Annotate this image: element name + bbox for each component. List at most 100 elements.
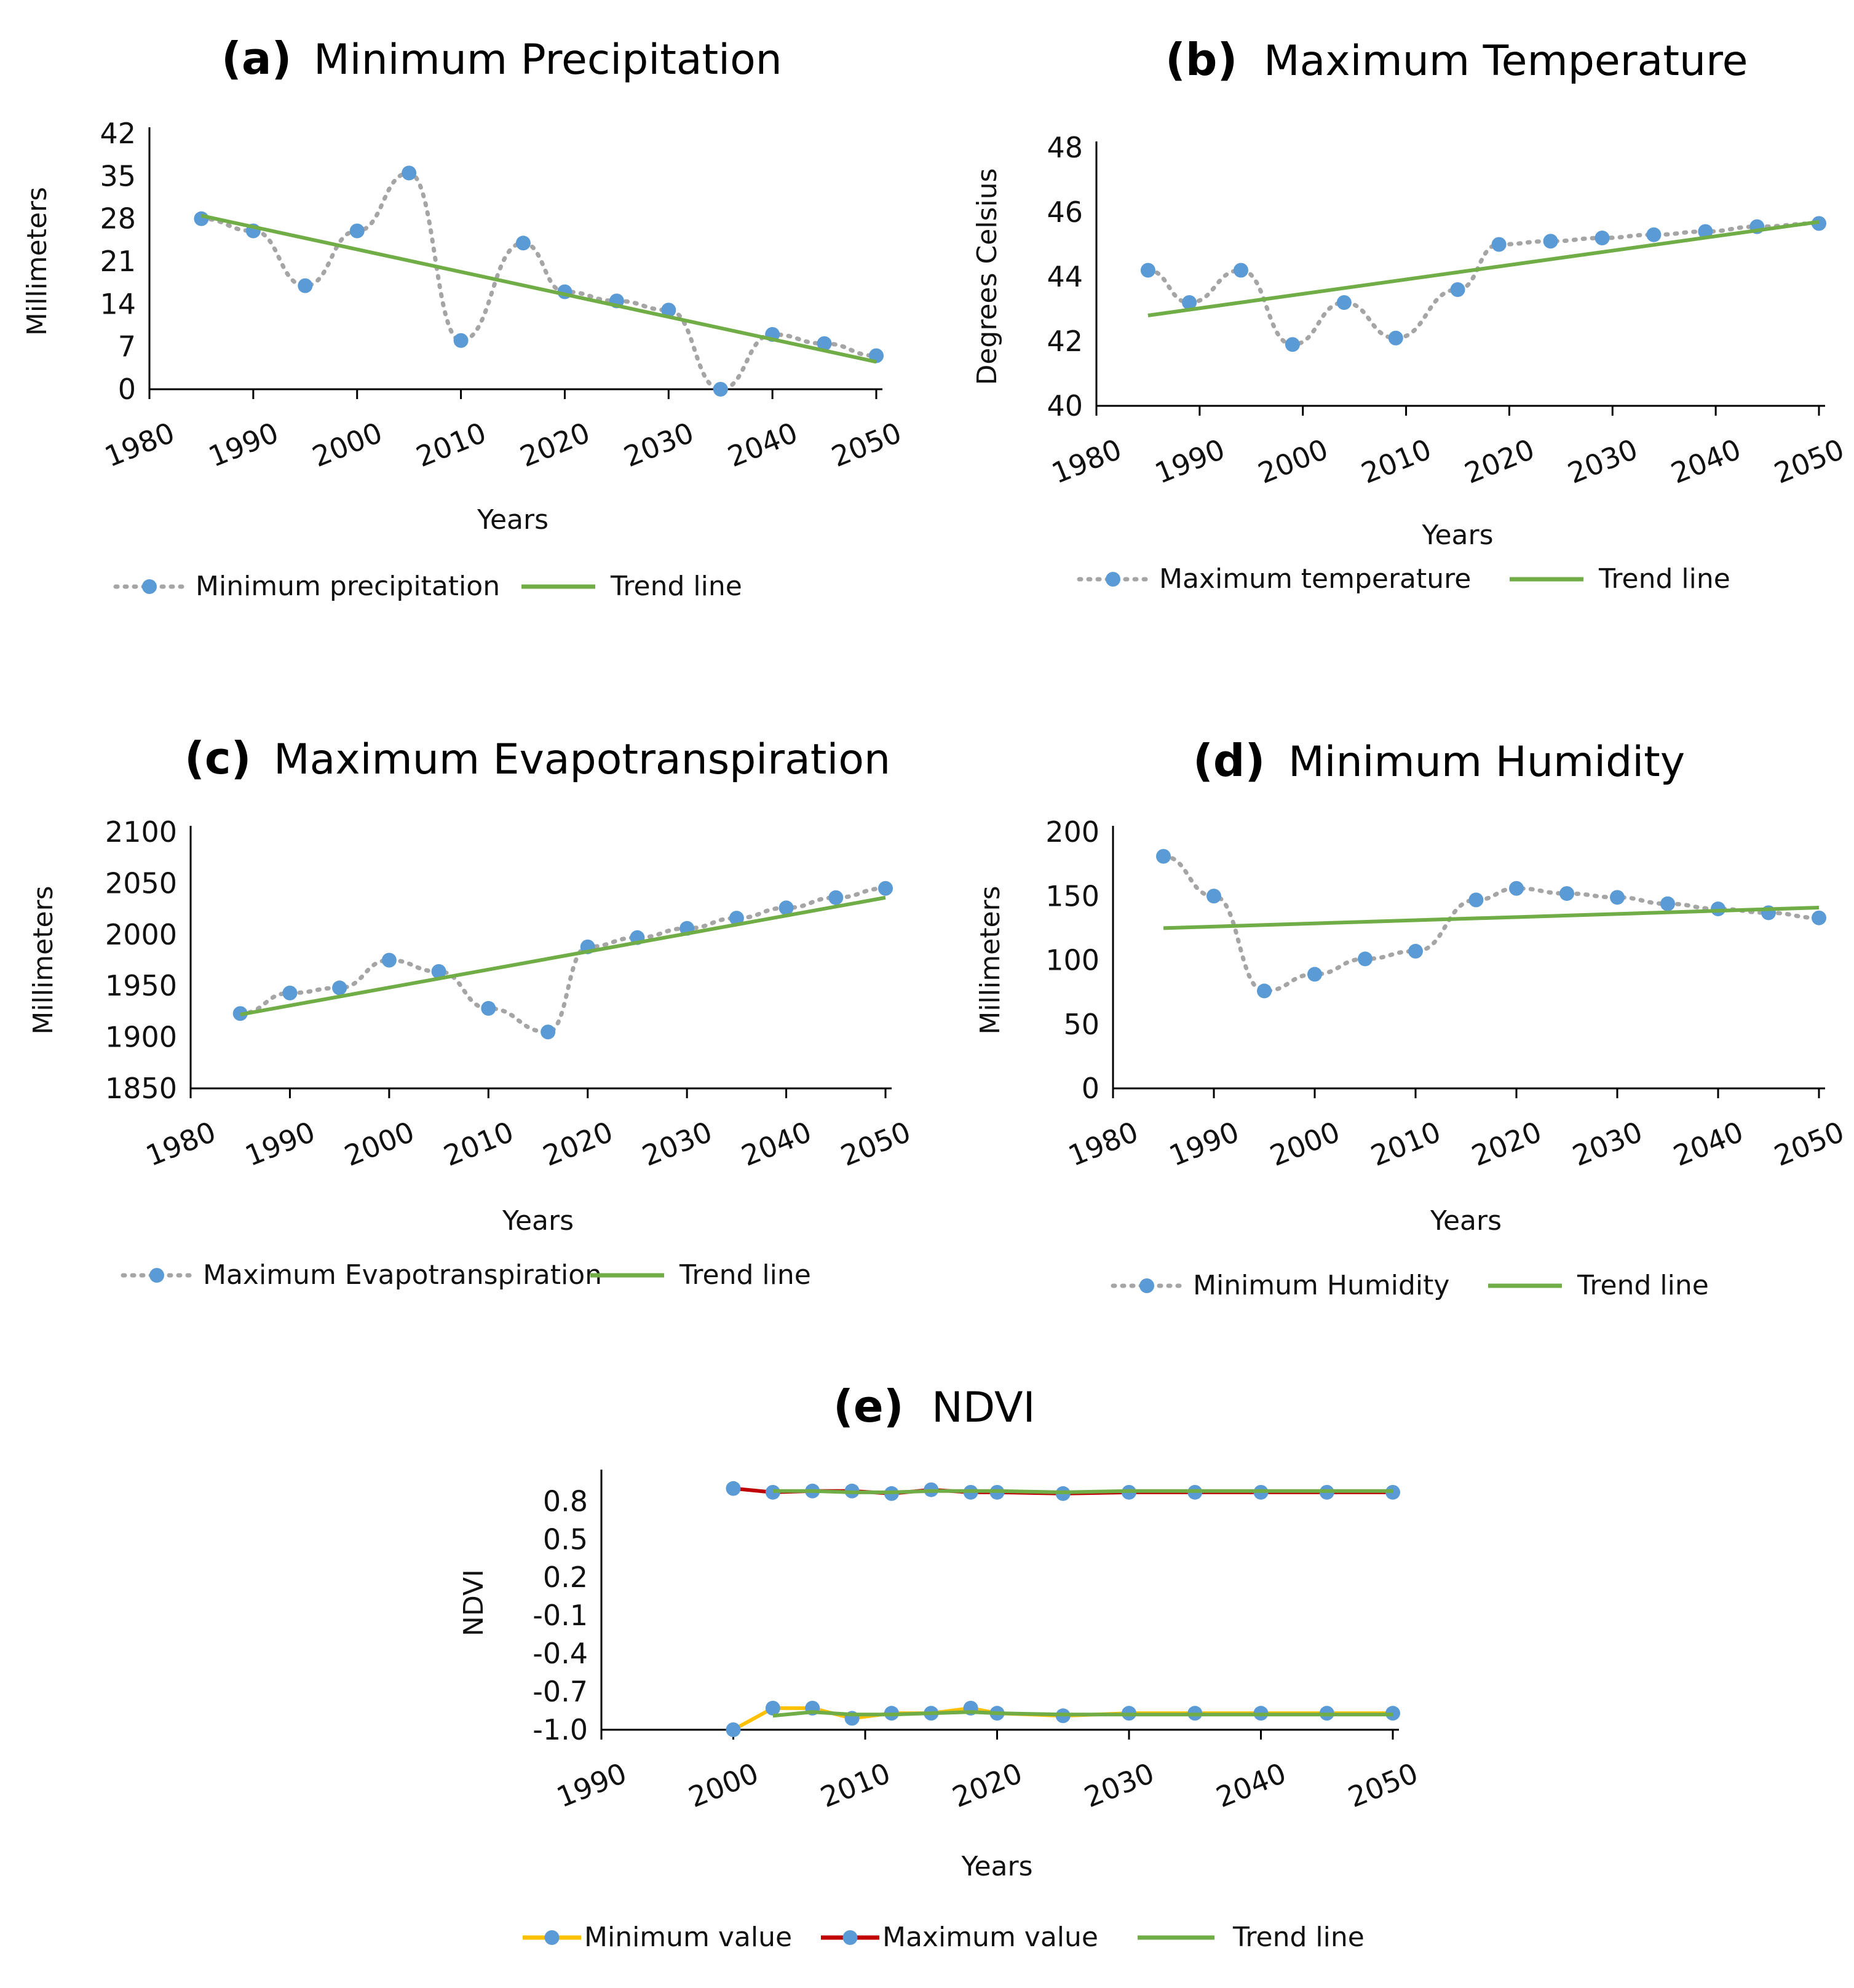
data-point: [1285, 337, 1300, 352]
data-point: [298, 278, 313, 293]
y-tick-label: 40: [1047, 389, 1083, 422]
y-tick-label: -0.4: [533, 1637, 588, 1670]
x-tick-label: 2010: [816, 1756, 895, 1814]
data-point: [828, 890, 844, 905]
y-axis-label: Millimeters: [975, 885, 1006, 1034]
data-point: [1358, 951, 1373, 967]
data-point: [402, 165, 417, 181]
data-point: [1388, 330, 1403, 346]
y-tick-label: 100: [1045, 944, 1099, 977]
legend: Minimum value Maximum value Trend line: [523, 1922, 1365, 1953]
data-point: [1698, 224, 1713, 239]
y-axis-label: Millimeters: [22, 187, 53, 336]
data-point: [1595, 231, 1610, 245]
x-tick-label: 2020: [948, 1756, 1027, 1814]
y-tick-label: 28: [100, 202, 136, 236]
x-tick-label: 1990: [240, 1115, 320, 1173]
x-tick-label: 1980: [1064, 1115, 1143, 1173]
data-point: [349, 223, 365, 239]
x-tick-label: 1990: [552, 1756, 632, 1814]
data-point: [1450, 282, 1465, 297]
trend-line: [200, 213, 877, 364]
x-tick-label: 2000: [1266, 1115, 1345, 1173]
x-tick-label: 1990: [1165, 1115, 1244, 1173]
series-trend-line: [772, 1710, 1393, 1718]
series-minimum-precipitation: [194, 165, 884, 397]
data-point: [765, 1700, 780, 1716]
x-tick-label: 2050: [836, 1115, 916, 1173]
x-tick-label: 1980: [1047, 432, 1127, 490]
data-point: [1408, 943, 1423, 959]
legend-label: Maximum temperature: [1159, 563, 1471, 595]
legend-swatch-marker: [544, 1930, 560, 1945]
chart-title: Minimum Precipitation: [314, 36, 782, 84]
y-tick-label: 46: [1047, 196, 1083, 229]
y-tick-label: 2100: [105, 815, 177, 849]
data-point: [729, 911, 744, 926]
series-line: [1161, 854, 1821, 994]
trend-line: [772, 1710, 1393, 1718]
x-tick-label: 2010: [439, 1115, 518, 1173]
y-tick-label: 1850: [105, 1072, 177, 1105]
data-point: [1646, 227, 1662, 242]
x-axis-label: Years: [502, 1205, 574, 1237]
data-point: [1140, 263, 1155, 278]
legend-label: Trend line: [679, 1259, 811, 1291]
data-point: [515, 236, 531, 251]
data-point: [381, 952, 397, 968]
x-tick-label: 2030: [1080, 1756, 1159, 1814]
data-point: [1660, 896, 1675, 911]
legend-label: Trend line: [1577, 1270, 1709, 1301]
series-trend-line: [772, 1489, 1393, 1494]
series-minimum-value: [726, 1700, 1400, 1737]
legend-label: Maximum Evapotranspiration: [203, 1259, 602, 1291]
series-minimum-humidity: [1156, 849, 1826, 999]
panel-letter: (d): [1193, 735, 1265, 786]
data-point: [481, 1000, 496, 1016]
y-tick-label: 2000: [105, 918, 177, 951]
data-point: [1559, 886, 1574, 901]
panel-letter: (b): [1165, 34, 1237, 85]
panel-d: (d) Minimum Humidity 0 50 100 150 200 1980 1990 2…: [975, 735, 1848, 1301]
chart-title: NDVI: [932, 1384, 1036, 1432]
chart-title: Minimum Humidity: [1288, 738, 1685, 786]
x-axis-label: Years: [1421, 520, 1493, 551]
data-point: [1307, 967, 1322, 982]
y-tick-label: 0: [118, 373, 136, 406]
y-tick-label: 2050: [105, 866, 177, 900]
data-point: [1156, 849, 1171, 864]
x-tick-label: 2000: [684, 1756, 763, 1814]
data-point: [726, 1481, 741, 1496]
x-tick-label: 2000: [1253, 432, 1333, 490]
x-tick-label: 2010: [1357, 432, 1436, 490]
data-point: [282, 985, 298, 1000]
chart-title: Maximum Evapotranspiration: [274, 735, 890, 784]
x-tick-label: 2020: [1460, 432, 1539, 490]
series-trend-line: [1163, 906, 1820, 930]
trend-line: [772, 1489, 1393, 1494]
legend-label: Minimum precipitation: [196, 571, 500, 602]
series-trend-line: [240, 895, 886, 1016]
data-point: [1336, 295, 1352, 310]
data-point: [1206, 889, 1221, 904]
y-tick-label: 35: [100, 159, 136, 192]
data-point: [1543, 234, 1558, 249]
legend-swatch-marker: [842, 1930, 858, 1945]
panel-letter: (e): [833, 1380, 904, 1432]
y-tick-label: 48: [1047, 131, 1083, 164]
series-line: [238, 886, 888, 1034]
x-tick-label: 2040: [1211, 1756, 1291, 1814]
y-axis-label: NDVI: [458, 1569, 489, 1636]
y-tick-label: 7: [118, 330, 136, 363]
y-tick-label: 42: [1047, 325, 1083, 358]
x-tick-label: 2050: [1770, 432, 1849, 490]
chart-title: Maximum Temperature: [1264, 37, 1748, 85]
data-point: [541, 1024, 556, 1040]
x-tick-label: 2010: [411, 416, 491, 473]
x-tick-label: 2040: [737, 1115, 816, 1173]
x-tick-label: 2000: [307, 416, 387, 473]
x-tick-label: 2030: [619, 416, 699, 473]
y-tick-label: 1900: [105, 1021, 177, 1054]
panel-letter: (c): [184, 732, 252, 784]
